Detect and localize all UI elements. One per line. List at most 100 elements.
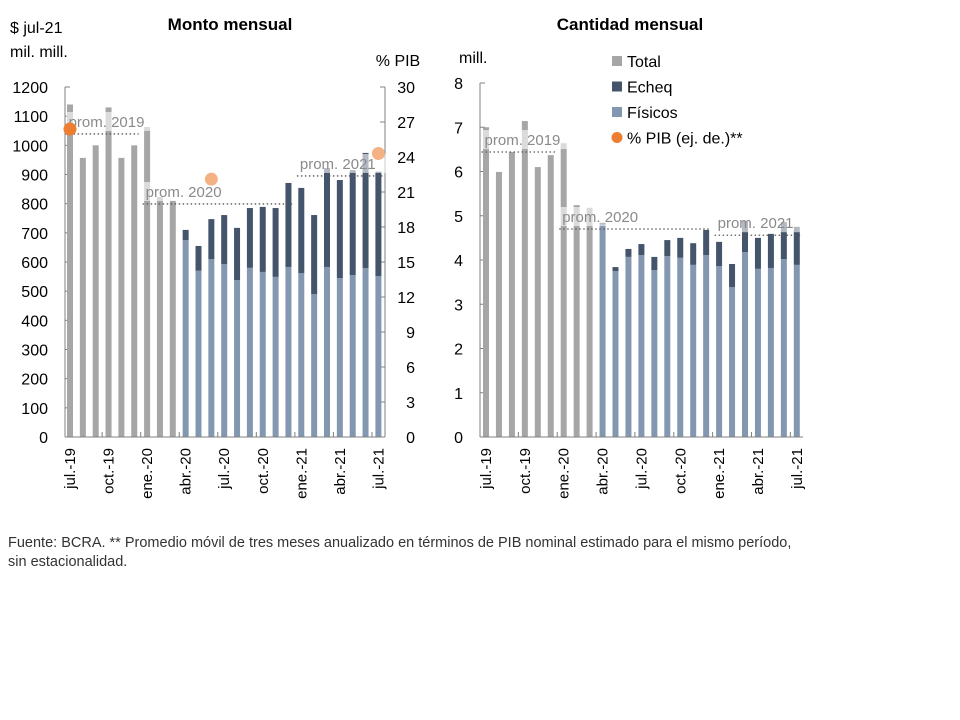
bar-total — [508, 152, 515, 437]
bar-echeq — [311, 215, 318, 295]
bar-fisicos — [754, 268, 761, 437]
y-tick-label: 100 — [21, 401, 48, 418]
x-tick-label: abr.-20 — [178, 448, 195, 495]
bar-echeq — [754, 237, 761, 269]
y-tick-label: 1100 — [14, 109, 49, 126]
y-tick-label: 1 — [454, 386, 463, 403]
cantidad-mensual-chart: Cantidad mensual mill. 0 1 2 3 4 5 6 7 8 prom. 2… — [454, 15, 806, 499]
bar-fisicos — [285, 266, 292, 437]
y-tick-label: 4 — [454, 253, 463, 270]
bar-total — [118, 157, 125, 437]
bar-echeq — [195, 245, 202, 271]
pib-point — [63, 122, 77, 136]
pib-point — [204, 172, 218, 186]
y2-tick-label: 3 — [406, 395, 415, 412]
average-label: prom. 2020 — [146, 184, 222, 201]
bar-total — [573, 205, 580, 437]
x-tick-label: abr.-20 — [595, 448, 612, 495]
y-axis: 0 1 2 3 4 5 6 7 8 — [454, 76, 485, 447]
y-tick-label: 8 — [454, 76, 463, 93]
bar-fisicos — [221, 264, 228, 437]
x-tick-label: oct.-19 — [517, 448, 534, 494]
bar-fisicos — [195, 270, 202, 437]
legend-label: Físicos — [627, 105, 678, 122]
y-tick-label: 600 — [21, 255, 48, 272]
bar-fisicos — [246, 267, 253, 437]
bars — [67, 104, 382, 438]
bar-total — [156, 196, 163, 437]
y-tick-label: 1000 — [12, 138, 48, 155]
y-tick-label: 5 — [454, 209, 463, 226]
bar-echeq — [677, 237, 684, 258]
bar-echeq — [234, 227, 241, 281]
bar-total — [560, 143, 567, 437]
y2-axis: 0 3 6 9 12 15 18 21 24 27 30 — [380, 80, 415, 447]
bar-fisicos — [182, 240, 189, 437]
y-tick-label: 3 — [454, 297, 463, 314]
bar-fisicos — [677, 257, 684, 437]
bar-fisicos — [599, 224, 606, 437]
legend-swatch-pib — [611, 132, 623, 143]
x-tick-label: oct.-20 — [255, 448, 272, 494]
bar-fisicos — [651, 270, 658, 437]
bar-echeq — [612, 267, 619, 272]
x-tick-label: oct.-20 — [672, 448, 689, 494]
x-tick-label: jul.-20 — [633, 448, 650, 490]
bar-fisicos — [625, 256, 632, 437]
y2-tick-label: 6 — [406, 360, 415, 377]
y-tick-label: 1200 — [12, 80, 48, 97]
bar-total — [92, 145, 99, 438]
bar-echeq — [182, 229, 189, 241]
x-tick-label: ene.-20 — [556, 448, 573, 499]
average-lines: prom. 2019 prom. 2020 prom. 2021 — [65, 111, 386, 205]
y2-tick-label: 24 — [397, 150, 415, 167]
bar-fisicos — [208, 259, 215, 437]
average-label: prom. 2019 — [69, 114, 145, 131]
bar-fisicos — [638, 255, 645, 437]
average-label-bg — [560, 207, 649, 227]
source-note: Fuente: BCRA. ** Promedio móvil de tres … — [8, 535, 792, 570]
x-tick-label: abr.-21 — [750, 448, 767, 495]
y-tick-label: 500 — [21, 284, 48, 301]
bar-total — [169, 200, 176, 437]
bar-fisicos — [349, 275, 356, 437]
y2-tick-label: 9 — [406, 325, 415, 342]
bar-total — [131, 145, 138, 438]
average-label: prom. 2021 — [300, 156, 376, 173]
y-axis: 0 100 200 300 400 500 600 700 800 900 1000 1100 1200 — [12, 80, 70, 447]
chart-title: Monto mensual — [168, 15, 293, 34]
bar-echeq — [336, 180, 343, 279]
average-label: prom. 2019 — [485, 132, 561, 149]
average-label-bg — [715, 213, 804, 233]
average-label: prom. 2021 — [718, 215, 794, 232]
bar-echeq — [716, 241, 723, 267]
legend: Total Echeq Físicos % PIB (ej. de.)** — [611, 54, 743, 148]
bar-fisicos — [729, 286, 736, 437]
legend-swatch-total — [612, 56, 622, 66]
bar-echeq — [638, 244, 645, 256]
bar-total — [521, 121, 528, 438]
legend-label: Echeq — [627, 80, 672, 97]
bar-echeq — [298, 187, 305, 274]
y2-tick-label: 27 — [397, 115, 415, 132]
y2-tick-label: 18 — [397, 220, 415, 237]
monto-mensual-chart: Monto mensual $ jul-21 mil. mill. % PIB … — [10, 15, 420, 499]
y2-tick-label: 30 — [397, 80, 415, 97]
y-axis-unit-line2: mil. mill. — [10, 44, 68, 61]
average-label-bg — [482, 130, 571, 150]
bar-echeq — [375, 171, 382, 276]
pib-points — [63, 122, 385, 186]
bar-fisicos — [298, 273, 305, 437]
x-tick-label: jul.-21 — [370, 448, 387, 490]
bar-echeq — [780, 221, 787, 260]
bar-fisicos — [362, 268, 369, 437]
bar-echeq — [272, 208, 279, 277]
x-tick-label: jul.-19 — [62, 448, 79, 490]
bar-echeq — [793, 226, 800, 265]
y-tick-label: 300 — [21, 343, 48, 360]
bar-total — [495, 171, 502, 437]
x-axis: jul.-19 oct.-19 ene.-20 abr.-20 jul.-20 oct.-… — [62, 432, 387, 499]
bar-fisicos — [612, 271, 619, 437]
y-tick-label: 400 — [21, 313, 48, 330]
